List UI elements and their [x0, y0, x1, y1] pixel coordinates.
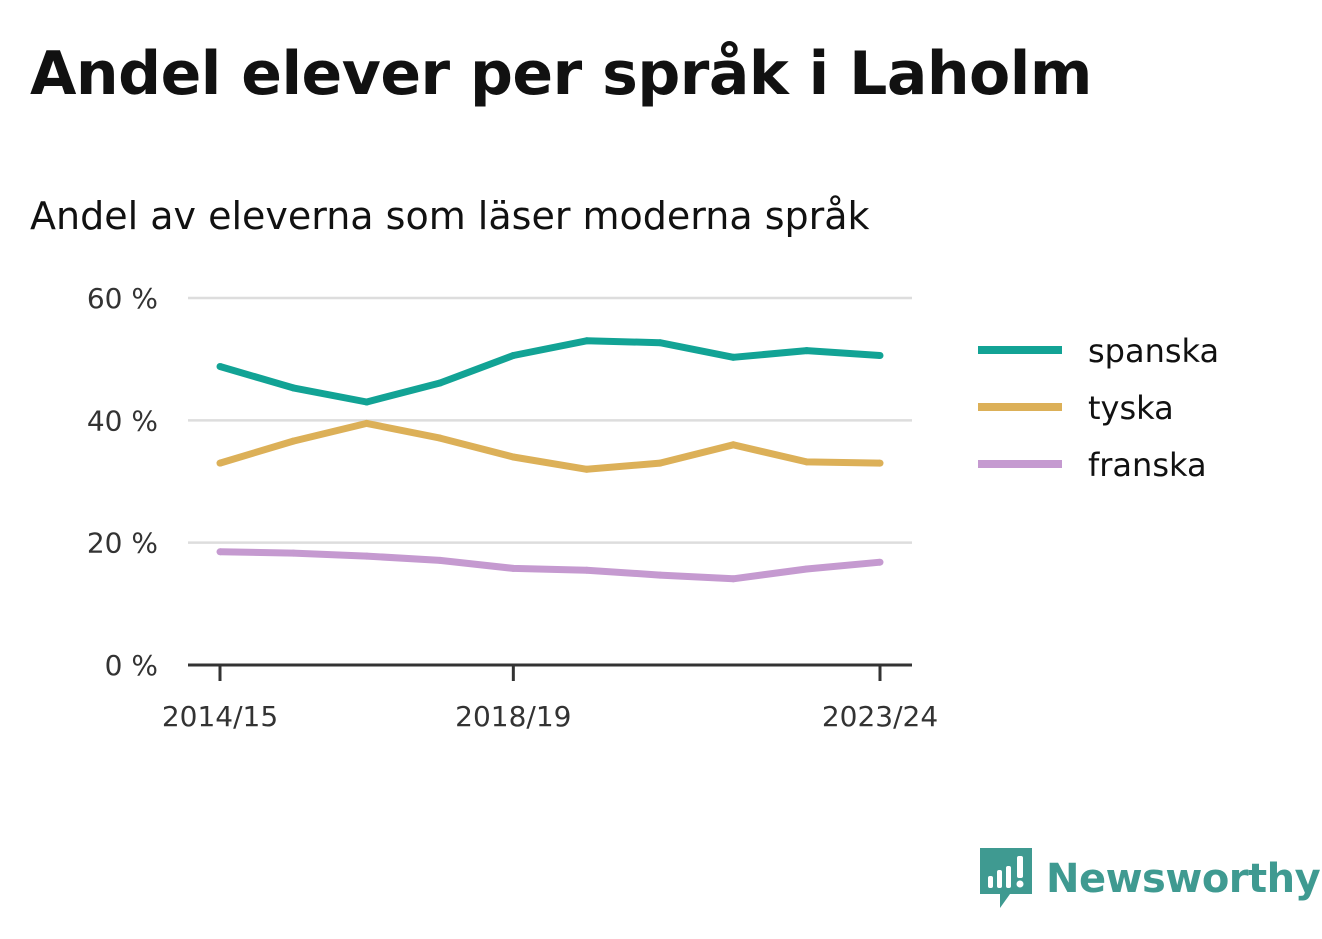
data-point-franska — [656, 571, 664, 579]
series-lines — [216, 337, 884, 583]
data-point-spanska — [656, 339, 664, 347]
data-point-tyska — [509, 453, 517, 461]
data-point-franska — [436, 556, 444, 564]
data-point-tyska — [216, 459, 224, 467]
series-line-tyska — [218, 419, 881, 473]
x-tick-label: 2023/24 — [822, 700, 938, 733]
data-point-franska — [363, 552, 371, 560]
data-point-franska — [583, 566, 591, 574]
grid-lines — [188, 296, 912, 544]
data-point-tyska — [876, 459, 884, 467]
data-point-tyska — [656, 459, 664, 467]
data-point-franska — [803, 565, 811, 573]
data-point-spanska — [289, 384, 297, 392]
legend-label-tyska: tyska — [1088, 389, 1174, 427]
axes: 0 % 20 % 40 % 60 % 2014/15 2018/19 2023/24 — [87, 282, 938, 733]
data-point-spanska — [509, 352, 517, 359]
newsworthy-logo-icon — [980, 848, 1032, 908]
data-point-franska — [876, 558, 884, 566]
newsworthy-brand: Newsworthy — [980, 846, 1321, 912]
series-line-franska — [219, 548, 881, 583]
series-line-spanska — [219, 337, 881, 406]
data-point-tyska — [729, 441, 737, 449]
data-point-tyska — [583, 465, 591, 473]
chart-title: Andel elever per språk i Laholm — [30, 39, 1092, 109]
y-tick-label: 20 % — [87, 527, 158, 560]
data-point-spanska — [876, 352, 884, 359]
data-point-tyska — [289, 437, 297, 445]
data-point-spanska — [363, 398, 371, 406]
data-point-franska — [216, 548, 224, 556]
line-chart: 0 % 20 % 40 % 60 % 2014/15 2018/19 2023/24 spa… — [87, 282, 1219, 733]
legend-label-franska: franska — [1088, 446, 1207, 484]
data-point-tyska — [436, 434, 444, 442]
data-point-franska — [289, 549, 297, 557]
data-point-franska — [729, 575, 737, 583]
y-tick-label: 0 % — [105, 649, 158, 682]
data-point-spanska — [729, 353, 737, 361]
y-tick-label: 40 % — [87, 404, 158, 437]
legend-label-spanska: spanska — [1088, 332, 1219, 370]
y-tick-label: 60 % — [87, 282, 158, 315]
x-tick-label: 2014/15 — [162, 700, 278, 733]
data-point-spanska — [216, 363, 224, 370]
data-point-tyska — [803, 458, 811, 466]
data-point-spanska — [436, 379, 444, 387]
chart-subtitle: Andel av eleverna som läser moderna språ… — [30, 194, 870, 238]
brand-name: Newsworthy — [1046, 856, 1321, 902]
data-point-franska — [509, 564, 517, 572]
data-point-spanska — [583, 337, 591, 345]
x-tick-label: 2018/19 — [455, 700, 571, 733]
data-point-spanska — [803, 347, 811, 355]
data-point-tyska — [363, 419, 371, 427]
legend: spanska tyska franska — [978, 332, 1219, 484]
